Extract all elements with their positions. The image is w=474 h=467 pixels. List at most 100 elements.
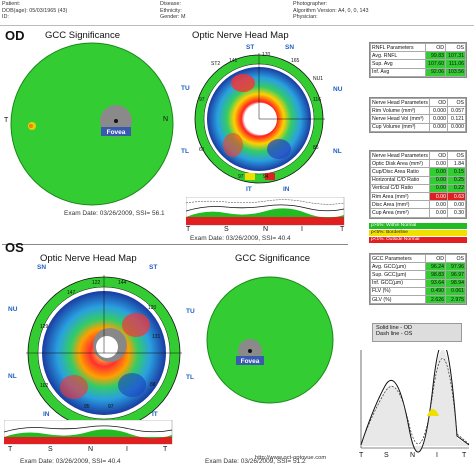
dob-field: DOB(age): 05/03/1965 (43) xyxy=(2,7,68,14)
od-quadrant-in: IN xyxy=(283,186,290,193)
gcc-header: GCC Parameters xyxy=(370,253,426,264)
disc-row-label: Horizontal C/D Ratio xyxy=(370,175,430,185)
os-quadrant-in: IN xyxy=(43,411,50,418)
od-quadrant-nl: NL xyxy=(333,148,342,155)
patient-field: Patient: xyxy=(2,1,21,7)
os-onh-map[interactable] xyxy=(26,275,182,431)
photographer-field: Photographer: xyxy=(293,1,328,7)
disc-row-label: Rim Area (mm²) xyxy=(370,191,430,202)
rnfl-row-label: Sup. Avg xyxy=(370,59,426,69)
legend-dash-line: Dash line - OS xyxy=(376,331,413,337)
line-style-legend: Solid line - OD Dash line - OS xyxy=(372,323,462,342)
os-sector-value: 97 xyxy=(108,404,114,410)
compare-axis-t: T xyxy=(359,452,364,459)
od-gcc-title: GCC Significance xyxy=(45,30,120,41)
os-graph-axis-s: S xyxy=(48,446,53,453)
od-sector-value: 97 xyxy=(238,174,244,180)
os-quadrant-tu: TU xyxy=(186,308,195,315)
rnfl-header: RNFL Parameters xyxy=(370,42,426,53)
od-sector-value: 141 xyxy=(229,58,238,64)
os-quadrant-it: IT xyxy=(152,411,158,418)
od-map-exam-date: Exam Date: 03/26/2009, SSI= 40.4 xyxy=(190,235,291,242)
os-fovea-label: Fovea xyxy=(241,358,260,365)
od-graph-axis-t2: T xyxy=(340,226,345,233)
tsnit-comparison-graph xyxy=(360,350,470,453)
od-sector-value: 61 xyxy=(199,147,205,153)
os-graph-axis-i: I xyxy=(126,446,128,453)
os-gcc-exam-date: Exam Date: 03/26/2009, SSI= 51.2 xyxy=(205,458,306,465)
disc-row-label: Disc Area (mm²) xyxy=(370,200,430,210)
gcc-row-label: Sup. GCC(µm) xyxy=(370,270,426,280)
od-sector-value: 85 xyxy=(313,145,319,151)
os-graph-axis-t2: T xyxy=(163,446,168,453)
disc-header: Nerve Head Parameters xyxy=(370,150,430,161)
os-sector-value: 129 xyxy=(40,324,49,330)
rnfl-row-label: Inf. Avg xyxy=(370,67,426,77)
od-onh-map[interactable] xyxy=(193,53,325,185)
os-sector-value: 95 xyxy=(84,404,90,410)
od-gcc-map[interactable]: Fovea xyxy=(10,42,175,207)
legend-solid-line: Solid line - OD xyxy=(376,325,413,331)
os-tsnit-graph xyxy=(4,420,173,445)
od-onh-title: Optic Nerve Head Map xyxy=(192,30,289,41)
os-quadrant-st: ST xyxy=(149,264,158,271)
significance-legend: p>5%: Within Normal p<5%: Borderline p<1… xyxy=(369,223,467,244)
gcc-row-label: Avg. GCC(µm) xyxy=(370,262,426,272)
os-exam-date: Exam Date: 03/26/2009, SSI= 40.4 xyxy=(20,458,121,465)
od-graph-axis-i: I xyxy=(301,226,303,233)
os-sector-value: 102 xyxy=(40,383,49,389)
nh-row-label: Rim Volume (mm³) xyxy=(370,106,430,116)
legend-outside-normal: p<1%: Outside Normal xyxy=(369,237,467,243)
legend-borderline: p<5%: Borderline xyxy=(369,230,467,236)
gender-field: Gender: M xyxy=(160,14,186,20)
gcc-row-label: FLV (%) xyxy=(370,286,426,296)
od-quadrant-st: ST xyxy=(246,44,255,51)
od-graph-axis-t: T xyxy=(186,226,191,233)
nh-row-label: Cup Volume (mm³) xyxy=(370,122,430,132)
os-eye-label: OS xyxy=(5,240,24,255)
os-sector-value: 122 xyxy=(92,280,101,286)
patient-header: Patient: DOB(age): 05/03/1965 (43) ID: D… xyxy=(0,0,474,26)
od-quadrant-it: IT xyxy=(246,186,252,193)
gcc-parameters-table: GCC Parameters OD OS Avg. GCC(µm) 96.24 97.9… xyxy=(369,253,467,306)
od-t-label: T xyxy=(4,117,9,124)
disc-parameters-table: Nerve Head Parameters OD OS Optic Disk Are… xyxy=(369,150,467,219)
rnfl-row-label: Avg. RNFL xyxy=(370,51,426,61)
section-divider xyxy=(2,244,348,245)
os-gcc-title: GCC Significance xyxy=(235,253,310,264)
od-sector-value: 97 xyxy=(199,97,205,103)
os-sector-value: 144 xyxy=(118,280,127,286)
os-graph-axis-t: T xyxy=(8,446,13,453)
nh-row-label: Nerve Head Vol (mm³) xyxy=(370,114,430,124)
od-eye-label: OD xyxy=(5,28,25,43)
os-gcc-map[interactable]: Fovea xyxy=(205,275,335,405)
compare-axis-n: N xyxy=(410,452,416,459)
od-sector-value: 94 xyxy=(263,174,269,180)
os-sector-value: 147 xyxy=(67,290,76,296)
os-onh-title: Optic Nerve Head Map xyxy=(40,253,137,264)
od-graph-axis-s: S xyxy=(224,226,229,233)
rnfl-parameters-table: RNFL Parameters OD OS Avg. RNFL 99.83 107.31… xyxy=(369,42,467,78)
compare-axis-s: S xyxy=(384,452,389,459)
gcc-row-label: Inf. GCC(µm) xyxy=(370,278,426,288)
disc-row-label: Cup/Disc Area Ratio xyxy=(370,167,430,177)
algorithm-field: Algorithm Version: A4, 0, 0, 143 xyxy=(293,7,369,14)
ethnicity-field: Ethnicity: xyxy=(160,7,182,14)
os-sector-value: 88 xyxy=(150,382,156,388)
os-quadrant-sn: SN xyxy=(37,264,47,271)
id-field: ID: xyxy=(2,14,9,20)
os-graph-axis-n: N xyxy=(88,446,94,453)
od-exam-date: Exam Date: 03/26/2009, SSI= 56.1 xyxy=(64,210,165,217)
od-tsnit-graph xyxy=(186,197,345,226)
disc-row-label: Optic Disk Area (mm²) xyxy=(370,159,430,169)
compare-axis-i: I xyxy=(436,452,438,459)
od-quadrant-nu: NU xyxy=(333,86,343,93)
os-quadrant-tl: TL xyxy=(186,374,194,381)
od-quadrant-tu: TU xyxy=(181,85,190,92)
gcc-row-label: GLV (%) xyxy=(370,294,426,305)
nerve-head-volume-table: Nerve Head Parameters OD OS Rim Volume (mm… xyxy=(369,97,467,133)
legend-within-normal: p>5%: Within Normal xyxy=(369,223,467,229)
footer-url[interactable]: http://www.oct-optovue.com xyxy=(255,455,327,461)
disease-field: Disease: xyxy=(160,1,181,7)
od-graph-axis-n: N xyxy=(263,226,269,233)
